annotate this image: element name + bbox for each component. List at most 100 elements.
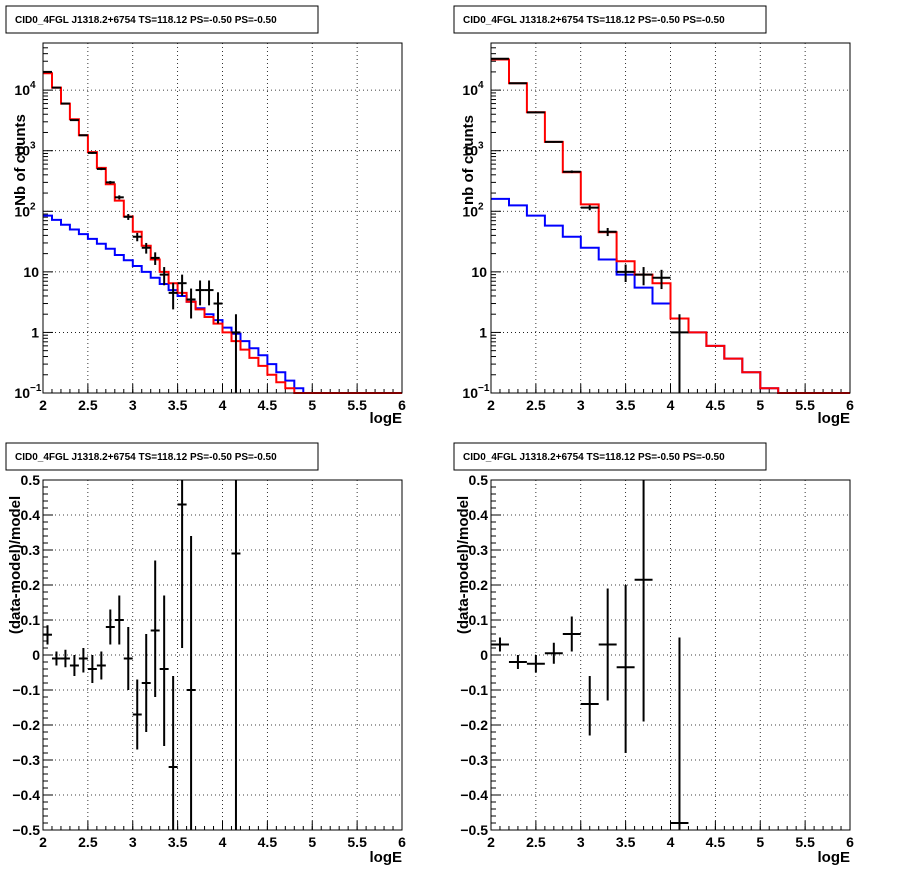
data-point: [105, 609, 115, 645]
plot-area: 2 2.5 3 3.5 4 4.5 5 5.5 6 −0.5 −0.4 −0.3 −0.2 −0.1 0 0.…: [12, 472, 406, 850]
x-tick-label: 4.5: [258, 834, 278, 850]
title-box: [453, 442, 767, 471]
plot-frame: [42, 479, 403, 831]
data-point: [231, 314, 241, 393]
x-tick-label: 4.5: [706, 834, 726, 850]
y-tick-label: 0.3: [469, 542, 489, 558]
y-tick-label: −0.2: [460, 717, 488, 733]
data-point: [598, 588, 617, 701]
data-point: [204, 280, 214, 306]
title-box: [453, 5, 767, 34]
data-point: [168, 676, 178, 830]
data-point: [87, 655, 97, 683]
x-tick-label: 3.5: [616, 397, 636, 413]
x-tick-label: 6: [846, 397, 854, 413]
data-point: [132, 232, 142, 242]
data-point: [598, 227, 617, 237]
y-tick-label: −0.2: [12, 717, 40, 733]
data-point: [580, 676, 599, 736]
background-model-line: [43, 214, 402, 394]
x-tick-label: 4: [667, 834, 675, 850]
y-tick-label: −0.5: [460, 822, 488, 838]
x-tick-label: 6: [398, 397, 406, 413]
y-tick-exponent: 2: [478, 201, 484, 212]
y-tick-label: 10: [462, 203, 478, 219]
x-tick-label: 4.5: [258, 397, 278, 413]
data-point: [562, 616, 581, 652]
plot-background: [43, 43, 402, 393]
y-axis-label: (data-model)/model: [7, 496, 24, 634]
x-tick-label: 3.5: [616, 834, 636, 850]
y-tick-label: −0.1: [12, 682, 40, 698]
data-point: [96, 167, 106, 171]
data-point: [231, 480, 241, 830]
data-point: [159, 595, 169, 746]
data-point: [141, 634, 151, 732]
data-point: [195, 280, 205, 306]
x-tick-label: 4.5: [706, 397, 726, 413]
plot-background: [491, 480, 850, 830]
x-tick-label: 3.5: [168, 834, 188, 850]
data-point: [141, 242, 151, 254]
data-point: [186, 536, 196, 830]
x-tick-label: 2.5: [526, 397, 546, 413]
y-tick-label: 0.3: [21, 542, 41, 558]
title-box: [5, 442, 319, 471]
y-tick-label: 0: [480, 647, 488, 663]
y-tick-label: 10: [14, 82, 30, 98]
chart-title: CID0_4FGL J1318.2+6754 TS=118.12 PS=-0.5…: [463, 15, 725, 26]
y-tick-label: −0.4: [460, 787, 488, 803]
x-tick-label: 2: [39, 834, 47, 850]
data-point: [544, 642, 563, 664]
y-tick-label: 0.1: [469, 612, 489, 628]
x-tick-label: 4: [219, 834, 227, 850]
y-tick-label: 0.2: [21, 577, 41, 593]
y-tick-label: 10: [23, 264, 39, 280]
data-point: [508, 655, 527, 669]
y-tick-label: 0.5: [469, 472, 489, 488]
data-point: [114, 595, 124, 645]
data-point: [634, 480, 653, 722]
y-tick-label: 10: [462, 143, 478, 159]
x-tick-label: 2: [487, 834, 495, 850]
y-tick-exponent: −1: [30, 383, 42, 394]
title-box: [5, 5, 319, 34]
data-point: [491, 57, 509, 60]
x-tick-label: 5: [756, 834, 764, 850]
data-point: [526, 111, 545, 114]
counts-panel-left: CID0_4FGL J1318.2+6754 TS=118.12 PS=-0.5…: [5, 5, 406, 427]
y-axis-label: nb of counts: [460, 115, 477, 205]
y-tick-label: 10: [471, 264, 487, 280]
data-point: [526, 655, 545, 673]
data-point: [580, 205, 599, 211]
x-tick-label: 6: [398, 834, 406, 850]
x-tick-label: 3.5: [168, 397, 188, 413]
y-tick-label: 0.5: [21, 472, 41, 488]
data-point: [670, 314, 689, 393]
plot-area: 2 2.5 3 3.5 4 4.5 5 5.5 6 −0.5 −0.4 −0.3 −0.2 −0.1 0 0.…: [460, 472, 854, 850]
data-point: [186, 288, 196, 319]
data-point: [150, 560, 160, 697]
chart-title: CID0_4FGL J1318.2+6754 TS=118.12 PS=-0.5…: [15, 15, 277, 26]
y-tick-exponent: 3: [30, 141, 36, 152]
data-point: [60, 649, 70, 668]
data-point: [177, 480, 187, 648]
data-point: [43, 70, 52, 73]
y-tick-label: 10: [462, 82, 478, 98]
residual-panel-right: CID0_4FGL J1318.2+6754 TS=118.12 PS=-0.5…: [453, 442, 854, 866]
data-point: [69, 119, 79, 122]
y-tick-label: 10: [14, 385, 30, 401]
y-tick-label: −0.3: [460, 752, 488, 768]
x-tick-label: 6: [846, 834, 854, 850]
y-tick-exponent: 4: [478, 80, 484, 91]
plot-frame: [490, 479, 851, 831]
x-tick-label: 2.5: [78, 397, 98, 413]
y-tick-label: 10: [462, 385, 478, 401]
y-tick-exponent: −1: [478, 383, 490, 394]
data-point: [96, 651, 106, 680]
y-tick-label: 0: [32, 647, 40, 663]
data-point: [508, 82, 527, 85]
data-point: [123, 627, 133, 690]
x-tick-label: 3: [129, 834, 137, 850]
